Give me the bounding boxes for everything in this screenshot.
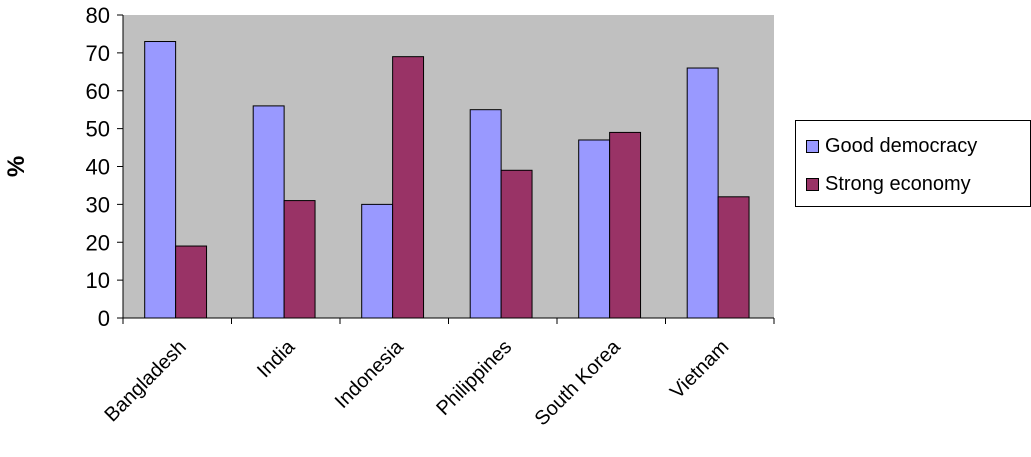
y-tick-label: 40 [86,155,110,180]
bar-good-democracy-india [252,105,285,319]
x-tick-label: Bangladesh [101,336,191,426]
bar-good-democracy-south-korea [578,139,611,319]
legend-label-strong-economy: Strong economy [825,173,971,195]
legend: Good democracy Strong economy [795,120,1031,207]
x-tick-label: South Korea [531,335,626,430]
bar-good-democracy-indonesia [361,203,394,319]
y-axis: 0 10 20 30 40 50 60 70 80 [86,3,124,331]
x-tick-label: Indonesia [331,335,409,413]
y-tick-label: 20 [86,230,110,255]
legend-swatch-good-democracy [806,140,819,153]
y-tick-label: 10 [86,268,110,293]
y-tick-label: 30 [86,192,110,217]
bar-good-democracy-philippines [469,109,502,319]
bar-strong-economy-bangladesh [175,245,208,319]
bar-good-democracy-vietnam [686,67,719,319]
legend-item-strong-economy: Strong economy [806,173,971,196]
bar-strong-economy-philippines [500,169,533,319]
plot-area [123,15,774,318]
legend-label-good-democracy: Good democracy [825,135,978,157]
legend-swatch-strong-economy [806,178,819,191]
y-tick-label: 80 [86,3,110,28]
x-tick-label: Vietnam [666,336,733,403]
bar-strong-economy-india [283,200,316,319]
y-tick-label: 70 [86,41,110,66]
legend-item-good-democracy: Good democracy [806,135,977,158]
x-tick-label: Philippines [432,336,516,420]
bar-good-democracy-bangladesh [144,41,177,319]
x-tick-label: India [253,335,300,382]
y-tick-label: 60 [86,79,110,104]
bar-strong-economy-indonesia [392,56,425,319]
bars-group [144,41,750,319]
y-tick-label: 0 [98,306,110,331]
y-axis-label: % [3,156,30,177]
y-tick-label: 50 [86,117,110,142]
bar-strong-economy-vietnam [717,196,750,319]
bar-strong-economy-south-korea [609,131,642,319]
x-axis: Bangladesh India Indonesia Philippines South… [101,317,775,430]
